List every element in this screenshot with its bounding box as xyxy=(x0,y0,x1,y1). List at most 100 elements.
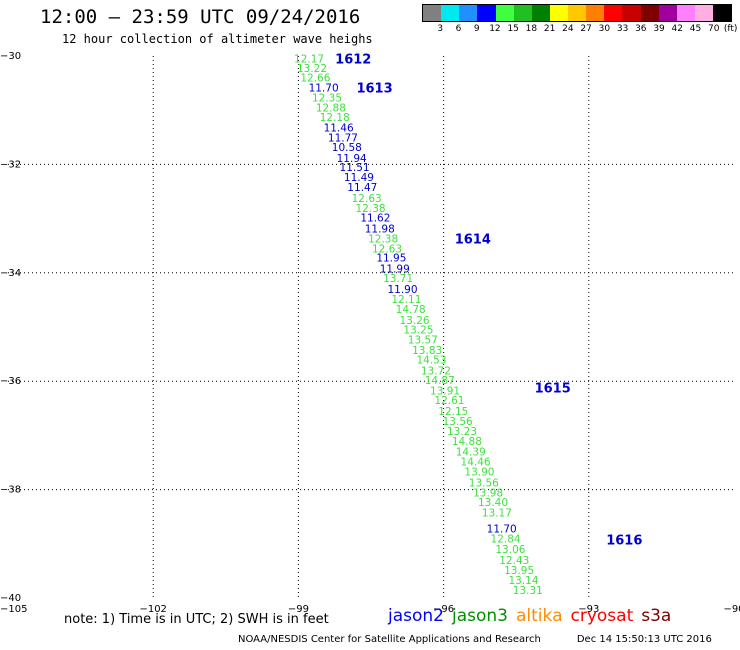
wave-height-label: 13.25 xyxy=(403,325,433,337)
color-scale-label: 12 xyxy=(489,24,501,34)
wave-height-label: 11.90 xyxy=(387,284,417,296)
lon-tick-label: −90 xyxy=(723,604,740,615)
note-text: note: 1) Time is in UTC; 2) SWH is in fe… xyxy=(64,612,329,627)
wave-height-label: 13.98 xyxy=(473,487,503,499)
lon-tick-label: −96 xyxy=(433,604,454,615)
wave-height-label: 11.70 xyxy=(487,524,517,536)
wave-height-label: 12.43 xyxy=(499,555,529,567)
color-swatch xyxy=(549,5,568,21)
color-swatch xyxy=(586,5,605,21)
color-swatch xyxy=(423,5,442,21)
footer-credit: NOAA/NESDIS Center for Satellite Applica… xyxy=(238,634,541,645)
wave-height-label: 14.88 xyxy=(452,436,482,448)
wave-height-label: 13.72 xyxy=(421,365,451,377)
lon-tick-label: −93 xyxy=(578,604,599,615)
wave-height-label: 12.38 xyxy=(356,203,386,215)
wave-height-label: 12.88 xyxy=(316,102,346,114)
wave-height-label: 12.17 xyxy=(294,54,324,66)
time-label: 1612 xyxy=(335,53,371,68)
color-swatch xyxy=(694,5,713,21)
wave-height-label: 11.49 xyxy=(344,172,374,184)
wave-height-label: 11.51 xyxy=(340,162,370,174)
time-label: 1613 xyxy=(356,81,392,96)
wave-height-label: 12.11 xyxy=(391,294,421,306)
wave-height-label: 13.31 xyxy=(513,585,543,597)
color-scale-label: 42 xyxy=(671,24,684,34)
wave-height-label: 13.14 xyxy=(508,575,538,587)
color-scale-label: 3 xyxy=(437,24,444,34)
wave-height-label: 11.95 xyxy=(376,253,406,265)
time-label: 1614 xyxy=(455,233,491,248)
wave-height-label: 13.17 xyxy=(482,507,512,519)
satellite-legend: jason2 jason3 altika cryosat s3a xyxy=(388,606,679,626)
legend-jason2: jason2 xyxy=(388,606,444,626)
wave-height-label: 13.83 xyxy=(412,345,442,357)
legend-jason3: jason3 xyxy=(452,606,508,626)
wave-height-label: 13.95 xyxy=(504,565,534,577)
wave-height-label: 12.63 xyxy=(352,193,382,205)
color-swatch xyxy=(531,5,550,21)
page-subtitle: 12 hour collection of altimeter wave hei… xyxy=(62,32,373,46)
wave-height-label: 13.26 xyxy=(400,315,430,327)
wave-height-label: 14.39 xyxy=(456,447,486,459)
wave-height-label: 14.87 xyxy=(425,375,455,387)
color-scale-swatches xyxy=(422,4,732,22)
color-scale: 3 6 9 12 15 18 21 24 27 30 33 36 39 42 45 70 (ft) xyxy=(422,4,737,34)
page-title: 12:00 — 23:59 UTC 09/24/2016 xyxy=(40,6,361,28)
color-swatch xyxy=(477,5,496,21)
footer-timestamp: Dec 14 15:50:13 UTC 2016 xyxy=(576,634,712,645)
lat-tick-label: −36 xyxy=(0,376,21,387)
wave-height-label: 13.40 xyxy=(478,497,508,509)
wave-height-label: 11.99 xyxy=(380,263,410,275)
legend-cryosat: cryosat xyxy=(570,606,634,626)
color-scale-label: 18 xyxy=(525,24,538,34)
wave-height-label: 12.18 xyxy=(320,112,350,124)
wave-height-label: 13.56 xyxy=(469,478,499,490)
wave-height-label: 12.84 xyxy=(491,533,521,545)
wave-height-label: 14.53 xyxy=(416,355,446,367)
color-scale-label: 24 xyxy=(562,24,574,34)
wave-height-label: 11.47 xyxy=(347,182,377,194)
color-scale-label: 27 xyxy=(580,24,592,34)
lon-tick-label: −105 xyxy=(0,604,27,615)
wave-height-label: 12.38 xyxy=(368,234,398,246)
wave-height-label: 12.15 xyxy=(438,406,468,418)
color-swatch xyxy=(640,5,659,21)
footer: NOAA/NESDIS Center for Satellite Applica… xyxy=(238,634,712,645)
color-swatch xyxy=(513,5,532,21)
color-scale-label: 36 xyxy=(635,24,647,34)
time-label: 1616 xyxy=(606,533,642,548)
color-swatch xyxy=(568,5,587,21)
wave-height-label: 11.94 xyxy=(337,153,367,165)
lon-tick-label: −102 xyxy=(139,604,166,615)
color-scale-label: 70 xyxy=(708,24,720,34)
color-scale-label: 45 xyxy=(689,24,702,34)
color-scale-unit: (ft) xyxy=(723,24,738,34)
time-labels: 1612 1613 1614 1615 1616 xyxy=(335,53,642,549)
wave-height-label: 14.46 xyxy=(461,456,491,468)
wave-height-label: 11.62 xyxy=(360,213,390,225)
lon-tick-label: −99 xyxy=(288,604,309,615)
wave-height-label: 13.91 xyxy=(430,385,460,397)
legend-altika: altika xyxy=(516,606,563,626)
lat-tick-label: −38 xyxy=(0,485,21,496)
wave-height-label: 13.56 xyxy=(443,416,473,428)
color-scale-label: 30 xyxy=(598,24,611,34)
legend-s3a: s3a xyxy=(641,606,672,626)
color-swatch xyxy=(676,5,695,21)
axis-labels: −105 −102 −99 −96 −93 −90 −30 −32 −34 −36 −38 −40 xyxy=(0,51,740,615)
wave-height-label: 13.90 xyxy=(464,467,494,479)
wave-height-label: 13.57 xyxy=(408,334,438,346)
color-scale-label: 39 xyxy=(653,24,665,34)
wave-height-label: 12.66 xyxy=(300,73,330,85)
wave-height-label: 11.70 xyxy=(309,82,339,94)
lat-tick-label: −30 xyxy=(0,51,21,62)
wave-height-label: 13.06 xyxy=(495,544,525,556)
color-swatch xyxy=(459,5,478,21)
wave-height-label: 12.35 xyxy=(312,93,342,105)
lat-tick-label: −34 xyxy=(0,268,21,279)
wave-height-label: 12.61 xyxy=(434,395,464,407)
wave-height-label: 12.63 xyxy=(372,243,402,255)
color-swatch xyxy=(495,5,514,21)
